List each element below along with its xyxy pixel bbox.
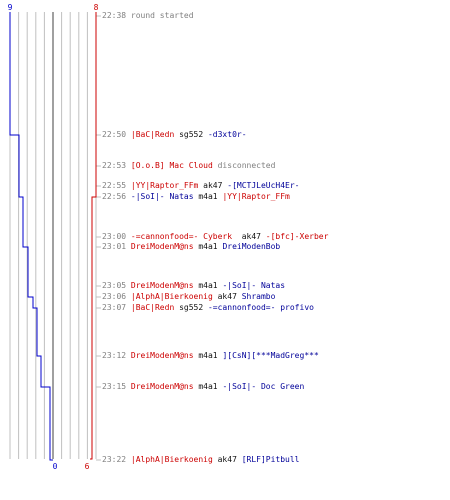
event-row: 23:01 DreiModenM@ns m4a1 DreiModenBob <box>102 242 280 252</box>
event-row: 22:55 |YY|Raptor_FFm ak47 -[MCTJLeUcH4Er… <box>102 181 300 191</box>
event-text: ][CsN][***MadGreg*** <box>222 351 319 360</box>
event-row: 23:06 |AlphA|Bierkoenig ak47 Shrambo <box>102 292 275 302</box>
event-text: -[MCTJLeUcH4Er- <box>227 181 300 190</box>
event-text: -|SoI|- Natas <box>222 281 286 290</box>
red-end-count: 6 <box>85 462 90 471</box>
event-text: -d3xt0r- <box>207 130 247 139</box>
event-time: 22:55 <box>102 181 131 190</box>
event-row: 23:05 DreiModenM@ns m4a1 -|SoI|- Natas <box>102 281 285 291</box>
event-text: |YY|Raptor_FFm <box>222 192 290 201</box>
event-row: 23:12 DreiModenM@ns m4a1 ][CsN][***MadGr… <box>102 351 319 361</box>
event-text: m4a1 <box>193 382 223 391</box>
event-text: Shrambo <box>241 292 276 301</box>
event-text: |YY|Raptor_FFm <box>130 181 199 190</box>
blue-end-count: 0 <box>53 462 58 471</box>
event-text: DreiModenM@ns <box>130 281 194 290</box>
event-text: m4a1 <box>193 351 223 360</box>
event-text: DreiModenM@ns <box>130 351 194 360</box>
event-text: sg552 <box>174 130 208 139</box>
blue-team-line <box>9 12 53 461</box>
event-text: disconnected <box>212 161 276 170</box>
event-text: DreiModenM@ns <box>130 382 194 391</box>
blue-start-count: 9 <box>8 3 13 12</box>
event-time: 23:22 <box>102 455 131 464</box>
event-row: 22:50 |BaC|Redn sg552 -d3xt0r- <box>102 130 247 140</box>
event-text: [RLF]Pitbull <box>241 455 300 464</box>
event-text: ak47 <box>212 292 242 301</box>
event-text: -=cannonfood=- Cyberk <box>130 232 233 241</box>
event-text: m4a1 <box>193 242 223 251</box>
event-time: 22:38 <box>102 11 131 20</box>
event-row: 23:00 -=cannonfood=- Cyberk ak47 -[bfc]-… <box>102 232 328 242</box>
event-text: round started <box>130 11 194 20</box>
event-row: 23:15 DreiModenM@ns m4a1 -|SoI|- Doc Gre… <box>102 382 304 392</box>
event-time: 23:07 <box>102 303 131 312</box>
event-text: ak47 <box>198 181 228 190</box>
event-text: |BaC|Redn <box>130 130 175 139</box>
event-text: -|SoI|- Doc Green <box>222 382 305 391</box>
event-text: |BaC|Redn <box>130 303 175 312</box>
event-time: 22:56 <box>102 192 131 201</box>
event-text: m4a1 <box>193 281 223 290</box>
event-row: 22:38 round started <box>102 11 194 21</box>
event-text: -[bfc]-Xerber <box>265 232 329 241</box>
event-text: m4a1 <box>193 192 223 201</box>
event-time: 23:12 <box>102 351 131 360</box>
event-time: 23:00 <box>102 232 131 241</box>
event-text: sg552 <box>174 303 208 312</box>
event-time: 23:01 <box>102 242 131 251</box>
event-row: 23:07 |BaC|Redn sg552 -=cannonfood=- pro… <box>102 303 314 313</box>
event-text: DreiModenBob <box>222 242 281 251</box>
event-row: 22:56 -|SoI|- Natas m4a1 |YY|Raptor_FFm <box>102 192 290 202</box>
event-time: 22:53 <box>102 161 131 170</box>
event-row: 22:53 [O.o.B] Mac Cloud disconnected <box>102 161 275 171</box>
event-text: |AlphA|Bierkoenig <box>130 455 213 464</box>
event-time: 23:06 <box>102 292 131 301</box>
event-text: ak47 <box>232 232 266 241</box>
event-row: 23:22 |AlphA|Bierkoenig ak47 [RLF]Pitbul… <box>102 455 300 465</box>
event-text: ak47 <box>212 455 242 464</box>
red-start-count: 8 <box>94 3 99 12</box>
event-time: 22:50 <box>102 130 131 139</box>
event-text: -|SoI|- Natas <box>130 192 194 201</box>
event-time: 23:05 <box>102 281 131 290</box>
event-time: 23:15 <box>102 382 131 391</box>
event-text: DreiModenM@ns <box>130 242 194 251</box>
red-team-line <box>90 12 97 460</box>
event-text: |AlphA|Bierkoenig <box>130 292 213 301</box>
event-text: -=cannonfood=- profivo <box>207 303 314 312</box>
event-text: [O.o.B] Mac Cloud <box>130 161 213 170</box>
